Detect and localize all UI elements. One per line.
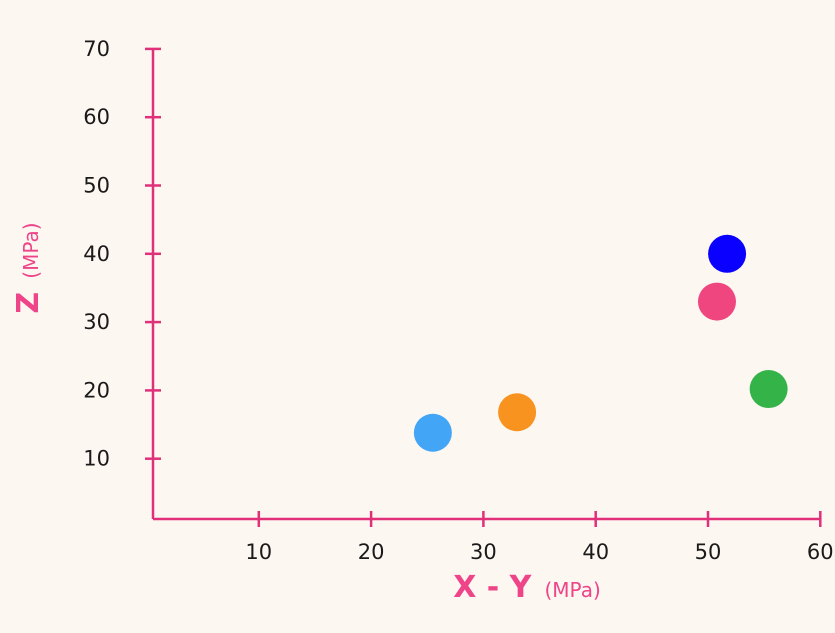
y-axis-title: Z (MPa) <box>11 222 46 313</box>
data-point <box>498 393 537 432</box>
x-tick-label: 60 <box>807 540 834 564</box>
y-tick-label: 50 <box>83 174 110 198</box>
y-ticks: 10 20 30 40 50 60 70 <box>83 37 161 471</box>
x-tick-label: 20 <box>358 540 385 564</box>
x-axis-title-unit: (MPa) <box>545 578 601 602</box>
data-point <box>708 234 747 273</box>
data-point <box>413 413 452 452</box>
x-ticks: 10 20 30 40 50 60 <box>245 511 834 564</box>
y-tick-label: 30 <box>83 310 110 334</box>
y-tick-label: 70 <box>83 37 110 61</box>
x-tick-label: 30 <box>470 540 497 564</box>
y-tick-label: 40 <box>83 242 110 266</box>
x-tick-label: 50 <box>695 540 722 564</box>
data-point <box>697 282 736 321</box>
data-points <box>413 234 788 452</box>
x-tick-label: 40 <box>582 540 609 564</box>
y-tick-label: 10 <box>83 447 110 471</box>
data-point <box>749 370 788 409</box>
y-tick-label: 60 <box>83 105 110 129</box>
x-axis-title: X - Y (MPa) <box>453 570 601 605</box>
x-tick-label: 10 <box>245 540 272 564</box>
y-tick-label: 20 <box>83 378 110 402</box>
x-axis-title-main: X - Y <box>453 570 532 605</box>
y-axis-title-unit: (MPa) <box>19 222 43 278</box>
y-axis-title-main: Z <box>11 292 46 314</box>
